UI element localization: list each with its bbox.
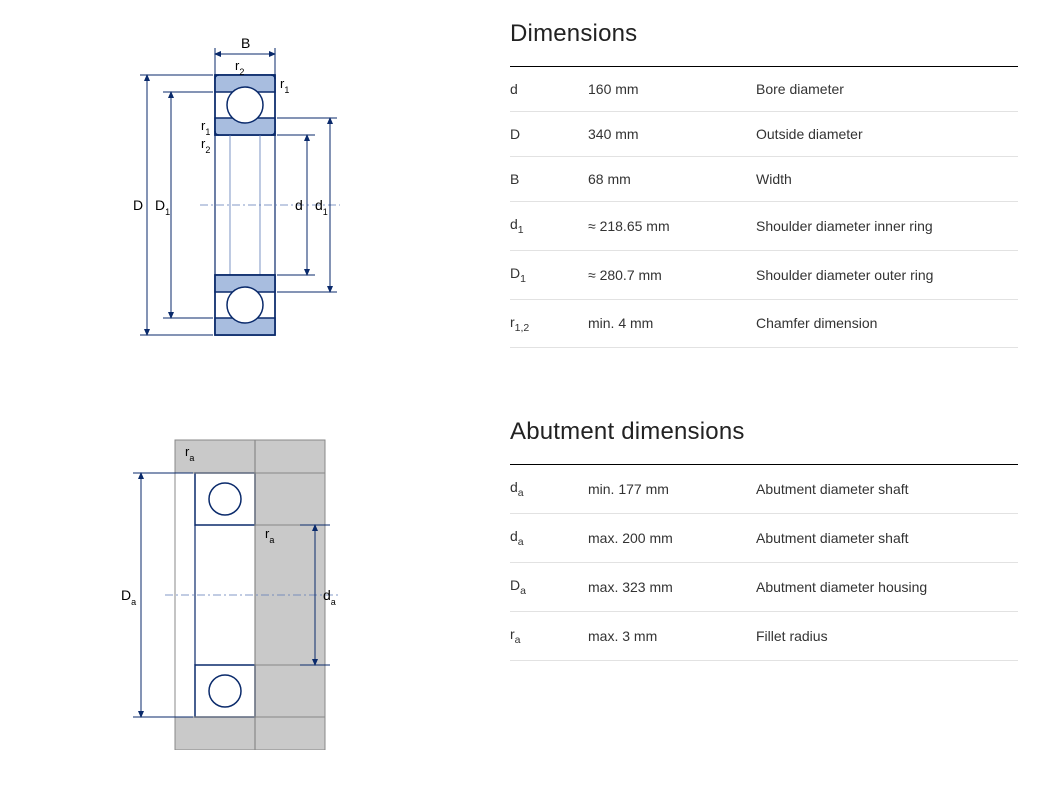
abutment-title: Abutment dimensions (510, 418, 1018, 446)
table-row: Damax. 323 mmAbutment diameter housing (510, 562, 1018, 611)
dimensions-table: d160 mmBore diameterD340 mmOutside diame… (510, 66, 1018, 348)
description-cell: Fillet radius (756, 611, 1018, 660)
label-r2-top: r2 (235, 58, 244, 77)
symbol-cell: ra (510, 611, 588, 660)
label-d: d (295, 197, 303, 213)
value-cell: min. 4 mm (588, 299, 756, 348)
symbol-cell: D (510, 112, 588, 157)
value-cell: max. 3 mm (588, 611, 756, 660)
table-row: B68 mmWidth (510, 157, 1018, 202)
value-cell: ≈ 218.65 mm (588, 202, 756, 251)
description-cell: Shoulder diameter outer ring (756, 250, 1018, 299)
table-row: d1≈ 218.65 mmShoulder diameter inner rin… (510, 202, 1018, 251)
value-cell: max. 323 mm (588, 562, 756, 611)
symbol-cell: d (510, 67, 588, 112)
symbol-cell: Da (510, 562, 588, 611)
abutment-diagram: ra ra Da da (20, 430, 450, 750)
abutment-table: damin. 177 mmAbutment diameter shaftdama… (510, 464, 1018, 660)
table-row: D1≈ 280.7 mmShoulder diameter outer ring (510, 250, 1018, 299)
table-row: D340 mmOutside diameter (510, 112, 1018, 157)
value-cell: 160 mm (588, 67, 756, 112)
description-cell: Shoulder diameter inner ring (756, 202, 1018, 251)
description-cell: Abutment diameter shaft (756, 514, 1018, 563)
label-r1-top-right: r1 (280, 76, 289, 95)
abutment-svg: ra ra Da da (105, 430, 365, 750)
description-cell: Width (756, 157, 1018, 202)
table-row: damax. 200 mmAbutment diameter shaft (510, 514, 1018, 563)
dimensions-diagram: B r2 r1 r1 r2 D D1 (20, 30, 450, 340)
description-cell: Abutment diameter shaft (756, 465, 1018, 514)
symbol-cell: da (510, 465, 588, 514)
label-B: B (241, 35, 250, 51)
description-cell: Chamfer dimension (756, 299, 1018, 348)
value-cell: max. 200 mm (588, 514, 756, 563)
dimensions-section: Dimensions d160 mmBore diameterD340 mmOu… (510, 20, 1018, 348)
label-r2-left: r2 (201, 136, 210, 155)
table-row: r1,2min. 4 mmChamfer dimension (510, 299, 1018, 348)
symbol-cell: B (510, 157, 588, 202)
abutment-section: Abutment dimensions damin. 177 mmAbutmen… (510, 418, 1018, 660)
value-cell: ≈ 280.7 mm (588, 250, 756, 299)
label-d1: d1 (315, 197, 328, 217)
table-row: d160 mmBore diameter (510, 67, 1018, 112)
symbol-cell: da (510, 514, 588, 563)
symbol-cell: r1,2 (510, 299, 588, 348)
description-cell: Outside diameter (756, 112, 1018, 157)
label-r1-left: r1 (201, 118, 210, 137)
label-D: D (133, 197, 143, 213)
label-D1: D1 (155, 197, 170, 217)
symbol-cell: d1 (510, 202, 588, 251)
value-cell: 68 mm (588, 157, 756, 202)
symbol-cell: D1 (510, 250, 588, 299)
value-cell: 340 mm (588, 112, 756, 157)
description-cell: Abutment diameter housing (756, 562, 1018, 611)
description-cell: Bore diameter (756, 67, 1018, 112)
dimensions-title: Dimensions (510, 20, 1018, 48)
label-Da: Da (121, 587, 136, 607)
dimensions-svg: B r2 r1 r1 r2 D D1 (105, 30, 365, 340)
table-row: damin. 177 mmAbutment diameter shaft (510, 465, 1018, 514)
value-cell: min. 177 mm (588, 465, 756, 514)
table-row: ramax. 3 mmFillet radius (510, 611, 1018, 660)
